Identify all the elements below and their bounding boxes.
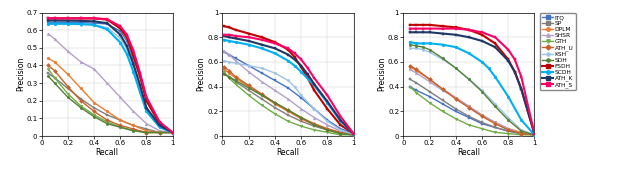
Legend: ITQ, SP, DPLM, SHSR, GTH, ATH_U, KSH, SDH, FSDH, SCDH, ATH_K, ATH_S: ITQ, SP, DPLM, SHSR, GTH, ATH_U, KSH, SD…	[540, 13, 575, 90]
X-axis label: Recall: Recall	[458, 148, 481, 157]
Y-axis label: Precision: Precision	[378, 57, 387, 91]
X-axis label: Recall: Recall	[276, 148, 300, 157]
Y-axis label: Precision: Precision	[16, 57, 25, 91]
X-axis label: Recall: Recall	[95, 148, 118, 157]
Y-axis label: Precision: Precision	[196, 57, 205, 91]
